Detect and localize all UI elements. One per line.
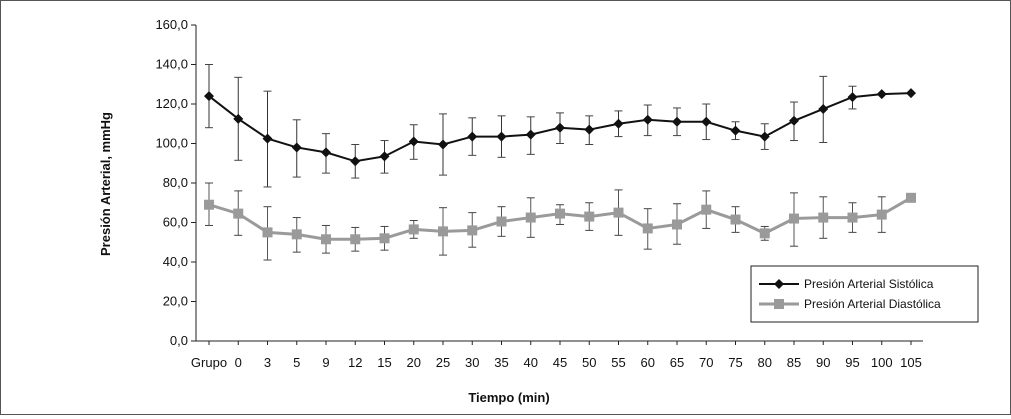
data-point-diastolic [204, 199, 214, 210]
x-tick-label: 60 [641, 355, 655, 370]
data-point-diastolic [408, 224, 419, 235]
data-point-systolic [818, 103, 829, 114]
data-point-systolic [438, 139, 448, 150]
data-point-diastolic [876, 209, 887, 220]
x-tick-label: 3 [264, 355, 271, 370]
x-tick-label: 70 [699, 355, 713, 370]
x-tick-label: 55 [611, 355, 625, 370]
data-point-diastolic [350, 234, 361, 245]
x-tick-label: 45 [553, 355, 567, 370]
data-point-diastolic [291, 229, 302, 240]
data-point-systolic [701, 116, 712, 127]
y-tick-label: 0,0 [170, 333, 188, 348]
data-point-systolic [789, 115, 799, 126]
data-point-diastolic [672, 219, 682, 230]
data-point-systolic [525, 129, 536, 140]
legend: Presión Arterial Sistólica Presión Arter… [750, 265, 979, 323]
data-point-diastolic [438, 226, 448, 237]
x-tick-label: 15 [377, 355, 391, 370]
data-point-systolic [759, 131, 770, 142]
x-tick-label: 5 [293, 355, 300, 370]
data-point-diastolic [584, 211, 595, 222]
legend-label-systolic: Presión Arterial Sistólica [804, 277, 934, 291]
x-tick-label: 65 [670, 355, 684, 370]
y-tick-label: 160,0 [155, 17, 188, 32]
data-point-diastolic [613, 207, 624, 218]
data-point-diastolic [321, 234, 331, 245]
data-point-systolic [379, 151, 390, 162]
x-axis: Grupo 0 3 5 9 12 15 20 25 30 35 40 45 50 55 60 65 70 75 80 8… [191, 340, 923, 370]
x-tick-label: 90 [816, 355, 830, 370]
x-tick-label: 95 [845, 355, 859, 370]
data-point-diastolic [642, 223, 653, 234]
data-point-diastolic [496, 216, 507, 227]
series-systolic [204, 64, 916, 188]
y-tick-label: 60,0 [163, 215, 188, 230]
data-point-systolic [204, 91, 214, 102]
data-point-systolic [408, 136, 419, 147]
y-tick-label: 40,0 [163, 254, 188, 269]
series-layer [204, 64, 916, 261]
data-point-systolic [496, 131, 507, 142]
data-point-diastolic [818, 212, 829, 223]
data-point-diastolic [847, 212, 858, 223]
data-point-diastolic [730, 214, 741, 225]
x-tick-label: 35 [494, 355, 508, 370]
data-point-systolic [730, 125, 741, 136]
y-tick-label: 120,0 [155, 96, 188, 111]
y-tick-label: 140,0 [155, 57, 188, 72]
legend-marker-square [774, 299, 784, 309]
data-point-diastolic [555, 208, 565, 219]
data-point-systolic [291, 142, 302, 153]
y-axis: 0,0 20,0 40,0 60,0 80,0 100,0 120,0 140,0 160,0 [155, 17, 197, 348]
x-tick-label: 25 [436, 355, 450, 370]
y-axis-title: Presión Arterial, mmHg [98, 112, 113, 256]
data-point-diastolic [525, 212, 536, 223]
data-point-systolic [613, 118, 624, 129]
data-point-diastolic [701, 204, 712, 215]
data-point-diastolic [467, 225, 478, 236]
data-point-diastolic [759, 228, 770, 239]
legend-label-diastolic: Presión Arterial Diastólica [804, 297, 941, 311]
x-tick-label: 85 [787, 355, 801, 370]
x-tick-label: 80 [758, 355, 772, 370]
x-axis-title: Tiempo (min) [468, 390, 549, 405]
data-point-systolic [262, 133, 273, 144]
x-tick-label: Grupo [191, 355, 227, 370]
x-tick-label: 20 [407, 355, 421, 370]
x-tick-label: 12 [348, 355, 362, 370]
legend-box [750, 265, 979, 323]
data-point-diastolic [233, 208, 244, 219]
series-diastolic [204, 182, 916, 261]
y-tick-label: 80,0 [163, 175, 188, 190]
x-tick-label: 75 [728, 355, 742, 370]
x-tick-label: 50 [582, 355, 596, 370]
data-point-systolic [847, 92, 858, 103]
x-tick-label: 30 [465, 355, 479, 370]
y-tick-label: 100,0 [155, 136, 188, 151]
x-tick-label: 100 [871, 355, 893, 370]
x-tick-label: 105 [900, 355, 922, 370]
data-point-systolic [555, 122, 565, 133]
data-point-systolic [642, 114, 653, 125]
data-point-diastolic [262, 227, 273, 238]
x-tick-label: 40 [524, 355, 538, 370]
x-tick-label: 0 [235, 355, 242, 370]
data-point-systolic [876, 89, 887, 100]
data-point-systolic [350, 156, 361, 167]
data-point-systolic [906, 88, 916, 99]
data-point-systolic [672, 116, 682, 127]
data-point-diastolic [379, 233, 390, 244]
data-point-systolic [233, 113, 244, 124]
data-point-systolic [584, 124, 595, 135]
data-point-systolic [321, 147, 331, 158]
data-point-diastolic [906, 192, 916, 203]
legend-marker-diamond [774, 279, 784, 289]
y-tick-label: 20,0 [163, 294, 188, 309]
data-point-systolic [467, 131, 478, 142]
x-tick-label: 9 [322, 355, 329, 370]
data-point-diastolic [789, 213, 799, 224]
